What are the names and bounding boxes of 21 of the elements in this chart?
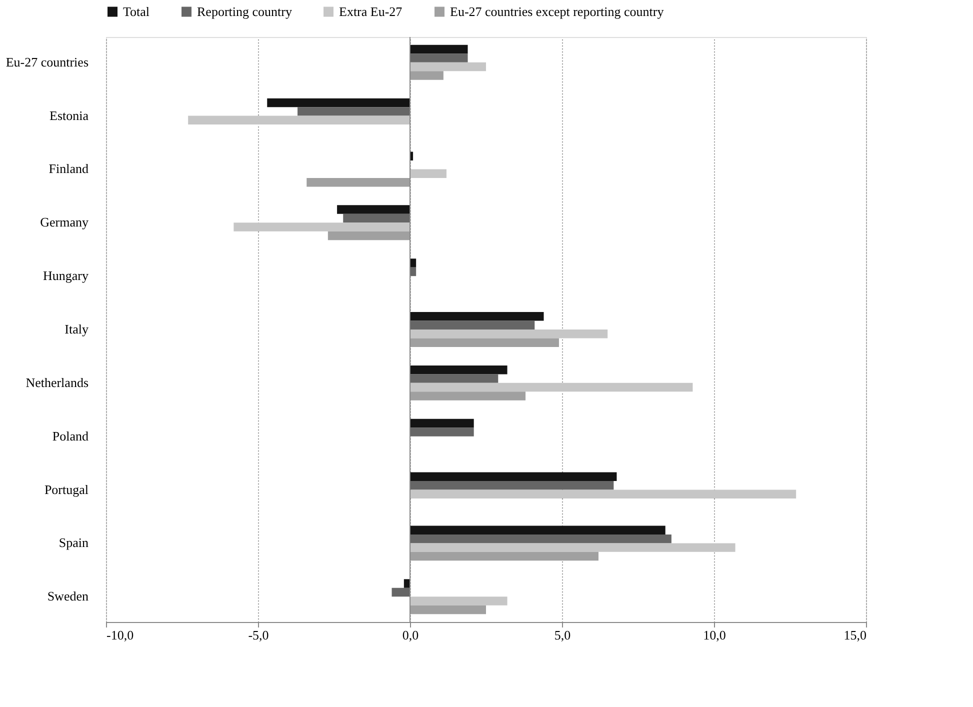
legend-label: Total bbox=[123, 4, 150, 19]
y-tick-label: Hungary bbox=[43, 268, 89, 284]
y-tick-label: Portugal bbox=[44, 482, 89, 497]
x-tick-label: 15,0 bbox=[844, 628, 866, 642]
y-tick-label: Germany bbox=[40, 214, 89, 230]
y-tick-label: Italy bbox=[64, 322, 89, 336]
y-tick-label: Finland bbox=[48, 161, 89, 176]
y-tick-label: Poland bbox=[52, 428, 89, 444]
y-tick-label: Estonia bbox=[50, 108, 89, 123]
y-tick-label: Netherlands bbox=[26, 374, 88, 390]
y-tick-label: Sweden bbox=[47, 588, 89, 604]
x-tick-label: 0,0 bbox=[402, 628, 419, 642]
x-tick-label: -5,0 bbox=[248, 628, 269, 642]
legend-label: Extra Eu-27 bbox=[339, 4, 403, 19]
x-tick-label: 10,0 bbox=[703, 628, 726, 642]
y-tick-label: Spain bbox=[58, 535, 89, 550]
x-tick-label: -10,0 bbox=[106, 628, 134, 642]
legend-label: Eu-27 countries except reporting country bbox=[450, 4, 664, 19]
y-tick-label: Eu-27 countries bbox=[6, 54, 88, 70]
legend-label: Reporting country bbox=[197, 4, 292, 19]
x-tick-label: 5,0 bbox=[554, 628, 571, 642]
